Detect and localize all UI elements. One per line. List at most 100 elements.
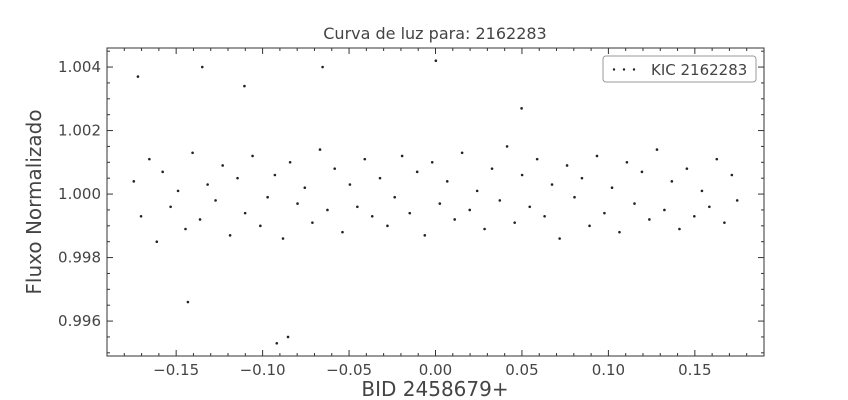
data-point: [303, 186, 307, 190]
data-point: [498, 199, 502, 202]
data-point: [333, 167, 337, 170]
data-point: [155, 240, 159, 243]
data-point: [386, 224, 389, 228]
data-point: [693, 214, 696, 218]
data-point: [341, 230, 344, 234]
data-point: [588, 224, 591, 228]
data-point: [236, 176, 239, 180]
data-point: [520, 173, 524, 177]
x-tick-label: −0.15: [153, 361, 199, 379]
data-point: [434, 59, 438, 63]
data-point: [326, 208, 329, 212]
data-point: [259, 224, 262, 228]
data-point: [148, 157, 151, 161]
data-point: [191, 151, 194, 155]
data-point: [715, 157, 719, 161]
data-point: [221, 164, 224, 167]
data-point: [378, 176, 382, 180]
data-point: [648, 218, 651, 221]
data-point: [580, 176, 584, 180]
data-point: [243, 84, 246, 88]
data-point: [275, 341, 279, 345]
data-point: [198, 218, 202, 221]
data-point: [445, 180, 449, 183]
data-point: [678, 227, 681, 231]
data-point: [535, 157, 539, 161]
data-point: [685, 167, 689, 170]
data-point: [251, 154, 254, 158]
data-point: [176, 189, 180, 193]
data-point: [490, 167, 494, 170]
legend-marker: [612, 68, 616, 71]
data-point: [730, 173, 734, 177]
data-point: [468, 208, 472, 212]
data-point: [139, 214, 143, 218]
data-point: [640, 170, 644, 174]
y-axis: 0.996 0.998 1.000 1.002 1.004: [58, 50, 764, 354]
data-point: [363, 157, 367, 161]
data-point: [655, 148, 659, 151]
data-point: [281, 237, 285, 240]
data-point: [169, 205, 172, 209]
data-point: [288, 161, 292, 164]
data-point: [273, 173, 277, 177]
data-point: [200, 65, 204, 69]
data-point: [700, 189, 704, 193]
x-axis-label: BID 2458679+: [361, 377, 508, 400]
data-point: [243, 211, 247, 215]
data-point: [708, 205, 711, 209]
x-tick-label: 0.10: [592, 361, 625, 379]
data-point: [670, 180, 674, 183]
data-point: [356, 205, 359, 209]
data-point: [663, 208, 666, 212]
data-point: [633, 202, 636, 205]
plot-frame: [106, 47, 765, 357]
legend: KIC 2162283: [602, 55, 757, 83]
data-point: [370, 214, 374, 218]
data-point: [400, 154, 404, 158]
data-point: [266, 195, 269, 199]
data-point: [543, 214, 546, 218]
legend-marker: [622, 68, 626, 71]
data-point: [136, 75, 140, 78]
data-point: [595, 154, 599, 158]
data-point: [296, 202, 299, 205]
x-tick-label: 0.05: [505, 361, 538, 379]
y-tick-label: 1.002: [58, 122, 101, 140]
data-point: [408, 211, 412, 215]
data-point: [625, 161, 629, 164]
data-point: [430, 161, 434, 164]
data-point: [520, 107, 523, 110]
data-point: [318, 148, 322, 151]
y-tick-label: 1.000: [58, 185, 101, 203]
legend-box: [602, 55, 757, 83]
data-points: [132, 59, 739, 345]
data-point: [603, 211, 606, 215]
data-point: [528, 205, 532, 209]
data-point: [565, 164, 569, 167]
x-tick-label: −0.10: [240, 361, 286, 379]
data-point: [186, 300, 190, 304]
data-point: [610, 186, 614, 190]
data-point: [438, 202, 442, 205]
data-point: [460, 151, 464, 155]
data-point: [206, 183, 209, 186]
data-point: [505, 145, 509, 148]
x-tick-label: −0.05: [326, 361, 372, 379]
legend-marker: [632, 68, 636, 71]
data-point: [483, 227, 486, 231]
y-tick-label: 0.998: [58, 249, 101, 267]
data-point: [723, 221, 726, 224]
data-point: [475, 189, 479, 193]
data-point: [348, 183, 352, 186]
data-point: [393, 195, 396, 199]
data-point: [558, 237, 561, 240]
data-point: [228, 234, 232, 237]
data-point: [286, 335, 290, 339]
x-axis: −0.15 −0.10 −0.05 0.00 0.05 0.10 0.15: [106, 48, 765, 379]
data-point: [132, 180, 136, 183]
legend-label: KIC 2162283: [651, 61, 747, 79]
data-point: [453, 218, 456, 221]
data-point: [513, 221, 516, 224]
